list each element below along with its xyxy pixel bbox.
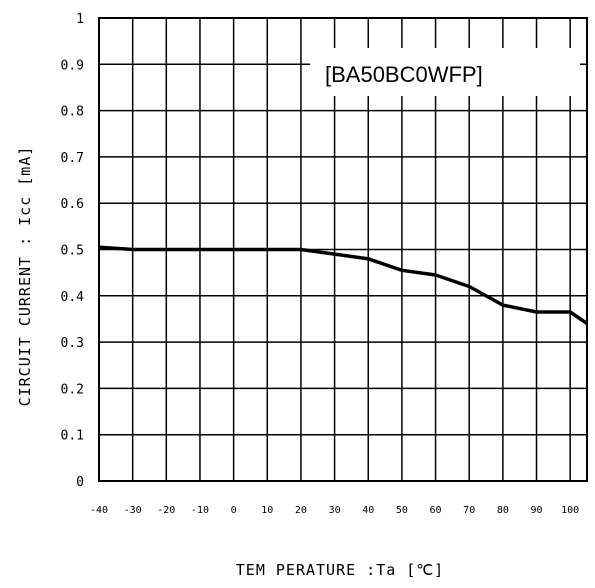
y-tick-label: 0.9 — [61, 58, 84, 73]
x-tick-label: 0 — [231, 505, 237, 516]
y-tick-label: 0.7 — [61, 151, 84, 166]
y-tick-label: 0.2 — [61, 382, 84, 397]
y-tick-label: 0.6 — [61, 197, 84, 212]
x-tick-label: 60 — [430, 505, 442, 516]
y-tick-label: 0.3 — [61, 336, 84, 351]
x-tick-label: 70 — [463, 505, 475, 516]
x-tick-label: 100 — [561, 505, 579, 516]
y-tick-label: 0.5 — [61, 244, 84, 259]
x-tick-label: 40 — [362, 505, 374, 516]
y-tick-label: 0.1 — [61, 429, 84, 444]
series-line — [98, 245, 588, 326]
x-tick-label: 90 — [530, 505, 542, 516]
plot-frame — [98, 17, 588, 482]
y-tick-label: 1 — [76, 12, 84, 27]
x-tick-label: -20 — [157, 505, 175, 516]
y-tick-label: 0.8 — [61, 105, 84, 120]
y-tick-label: 0.4 — [61, 290, 85, 305]
x-tick-label: 20 — [295, 505, 307, 516]
x-tick-label: 30 — [329, 505, 341, 516]
series-layer — [98, 245, 588, 326]
x-tick-label: -10 — [191, 505, 209, 516]
y-tick-labels: 0 0.1 0.2 0.3 0.4 0.5 0.6 0.7 0.8 0.9 1 — [61, 12, 85, 490]
chart-annotation: [BA50BC0WFP] — [325, 62, 483, 87]
x-tick-label: -40 — [90, 505, 108, 516]
y-tick-label: 0 — [76, 475, 84, 490]
x-tick-label: 50 — [396, 505, 408, 516]
x-tick-label: -30 — [124, 505, 142, 516]
x-tick-labels: -40 -30 -20 -10 0 10 20 30 40 50 60 70 80 90 100 — [90, 505, 579, 516]
annotation-backdrop — [310, 48, 580, 96]
x-tick-label: 80 — [497, 505, 509, 516]
x-tick-label: 10 — [261, 505, 273, 516]
y-axis-label: CIRCUIT CURRENT : Icc [mA] — [16, 146, 34, 407]
x-axis-label: TEM PERATURE :Ta [℃] — [236, 561, 444, 579]
